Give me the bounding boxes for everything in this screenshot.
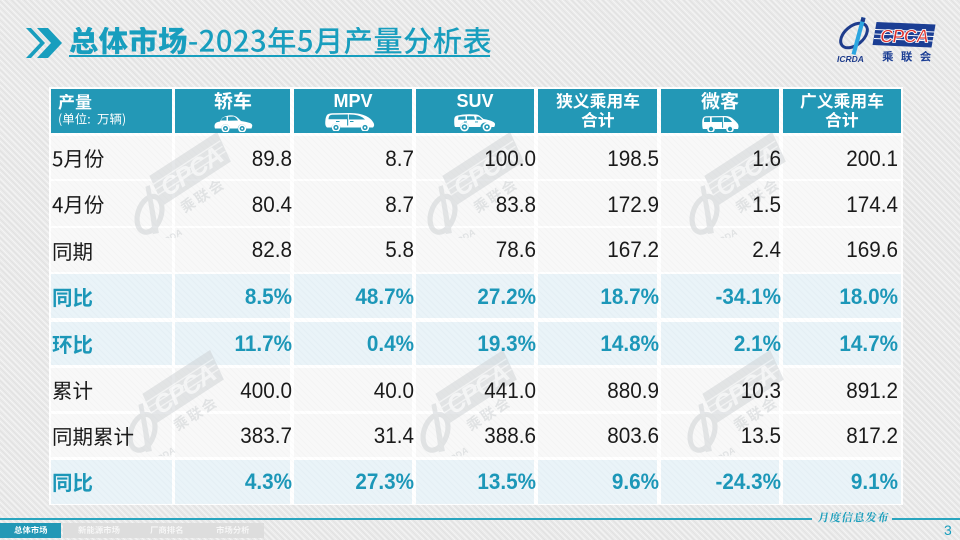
svg-text:CPCA: CPCA xyxy=(880,27,929,47)
svg-text:ICRDA: ICRDA xyxy=(837,54,864,64)
